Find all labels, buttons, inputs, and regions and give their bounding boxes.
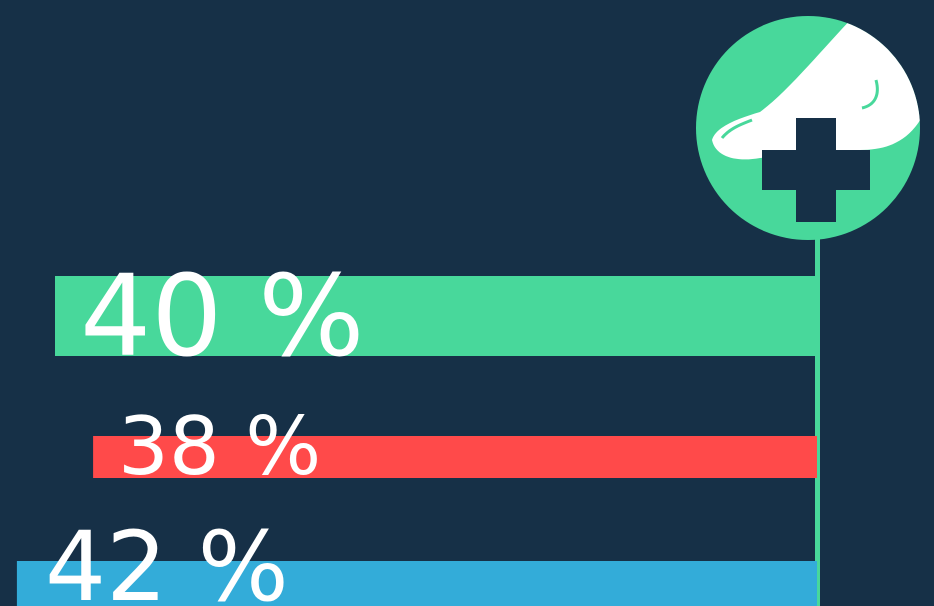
- value-label: 38 %: [118, 400, 321, 493]
- foot: [712, 16, 920, 160]
- bar: [55, 276, 817, 356]
- cross-horizontal: [762, 150, 870, 190]
- toe-detail: [720, 118, 753, 139]
- bar: [16, 561, 817, 606]
- value-label: 40 %: [80, 252, 365, 382]
- foot-detail: [861, 79, 879, 110]
- axis-line: [815, 230, 820, 606]
- icon: [696, 16, 920, 606]
- value-label: 42 %: [45, 511, 289, 606]
- bar: [93, 436, 818, 478]
